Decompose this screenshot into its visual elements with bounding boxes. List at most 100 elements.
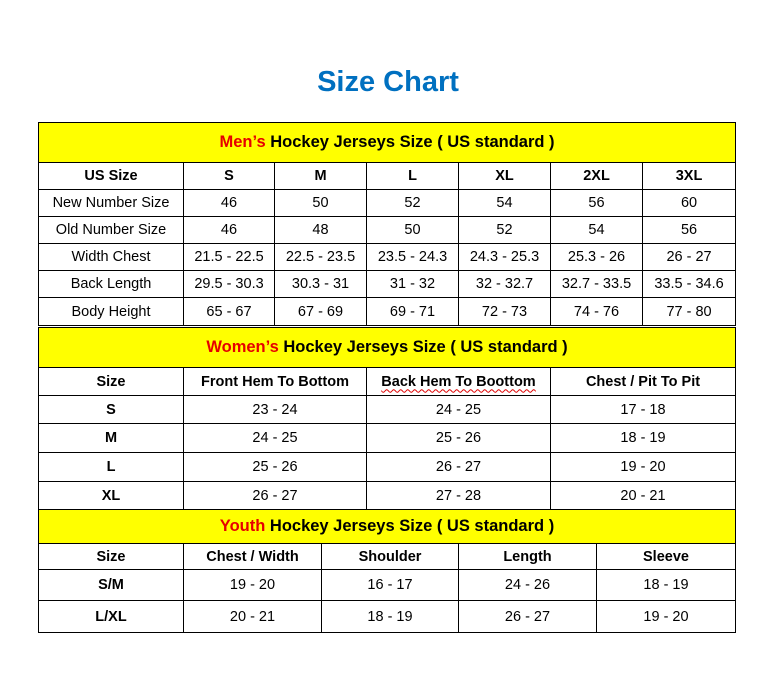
column-header: 3XL: [641, 162, 737, 190]
table-row: L 25 - 26 26 - 27 19 - 20: [38, 452, 737, 482]
table-cell: 16 - 17: [321, 569, 459, 601]
column-header: L: [366, 162, 459, 190]
table-cell: 69 - 71: [366, 297, 459, 326]
column-header: Front Hem To Bottom: [183, 367, 367, 396]
table-row: M 24 - 25 25 - 26 18 - 19: [38, 423, 737, 453]
column-header-label: Length: [503, 548, 552, 565]
row-label: S: [38, 395, 184, 424]
column-header: Chest / Pit To Pit: [549, 367, 737, 396]
column-header-label: Size: [96, 548, 126, 565]
column-header-label: L: [408, 168, 417, 184]
table-cell: 46: [183, 216, 275, 244]
mens-section-header: Men’s Hockey Jerseys Size ( US standard …: [37, 122, 737, 163]
table-row: Body Height 65 - 67 67 - 69 69 - 71 72 - 73 7…: [38, 297, 737, 326]
table-cell: 56: [641, 216, 737, 244]
table-cell: 26 - 27: [458, 600, 597, 633]
row-label: Width Chest: [38, 243, 184, 271]
table-cell: 21.5 - 22.5: [183, 243, 275, 271]
column-header: Back Hem To Boottom: [366, 367, 551, 396]
column-header: Shoulder: [321, 543, 459, 570]
table-row: Old Number Size 46 48 50 52 54 56: [38, 216, 737, 244]
table-cell: 18 - 19: [549, 423, 737, 453]
youth-section-header: Youth Hockey Jerseys Size ( US standard …: [37, 509, 737, 544]
table-row: XL 26 - 27 27 - 28 20 - 21: [38, 481, 737, 510]
column-header-label: S: [224, 168, 234, 184]
column-header-label: Front Hem To Bottom: [201, 373, 349, 390]
column-header-label: Back Hem To Boottom: [381, 373, 536, 390]
table-cell: 60: [641, 189, 737, 217]
table-cell: 18 - 19: [321, 600, 459, 633]
table-cell: 65 - 67: [183, 297, 275, 326]
column-header: M: [274, 162, 367, 190]
table-cell: 19 - 20: [183, 569, 322, 601]
section-highlight: Men’s: [219, 133, 266, 151]
table-cell: 32 - 32.7: [458, 270, 551, 298]
womens-section-header: Women’s Hockey Jerseys Size ( US standar…: [37, 327, 737, 368]
row-label: New Number Size: [38, 189, 184, 217]
table-cell: 72 - 73: [458, 297, 551, 326]
table-cell: 24.3 - 25.3: [458, 243, 551, 271]
table-cell: 32.7 - 33.5: [550, 270, 643, 298]
column-header: XL: [458, 162, 551, 190]
table-cell: 46: [183, 189, 275, 217]
table-row: Width Chest 21.5 - 22.5 22.5 - 23.5 23.5 - …: [38, 243, 737, 271]
row-label: XL: [38, 481, 184, 510]
table-row: S 23 - 24 24 - 25 17 - 18: [38, 395, 737, 424]
column-header-label: Chest / Pit To Pit: [585, 373, 701, 390]
column-header-label: M: [314, 168, 327, 184]
row-label: M: [38, 423, 184, 453]
table-row: Back Length 29.5 - 30.3 30.3 - 31 31 - 32 32…: [38, 270, 737, 298]
table-cell: 25 - 26: [366, 423, 551, 453]
page-title: Size Chart: [317, 66, 459, 98]
table-cell: 23 - 24: [183, 395, 367, 424]
column-header-label: Size: [96, 373, 126, 390]
table-cell: 52: [458, 216, 551, 244]
column-header: Sleeve: [595, 543, 737, 570]
womens-size-table: Women’s Hockey Jerseys Size ( US standar…: [37, 327, 737, 510]
column-header: US Size: [38, 162, 184, 190]
table-cell: 48: [274, 216, 367, 244]
table-cell: 74 - 76: [550, 297, 643, 326]
table-row: New Number Size 46 50 52 54 56 60: [38, 189, 737, 217]
table-cell: 27 - 28: [366, 481, 551, 510]
row-label: Old Number Size: [38, 216, 184, 244]
section-heading: Hockey Jerseys Size ( US standard ): [265, 517, 555, 535]
table-row: L/XL 20 - 21 18 - 19 26 - 27 19 - 20: [38, 600, 737, 633]
table-cell: 50: [366, 216, 459, 244]
row-label: Back Length: [38, 270, 184, 298]
section-heading: Hockey Jerseys Size ( US standard ): [265, 133, 555, 151]
table-cell: 19 - 20: [549, 452, 737, 482]
row-label: Body Height: [38, 297, 184, 326]
column-header: Size: [38, 367, 184, 396]
row-label: S/M: [38, 569, 184, 601]
table-cell: 54: [458, 189, 551, 217]
row-label: L/XL: [38, 600, 184, 633]
table-cell: 19 - 20: [595, 600, 737, 633]
mens-size-table: Men’s Hockey Jerseys Size ( US standard …: [37, 122, 737, 326]
table-cell: 24 - 25: [366, 395, 551, 424]
table-cell: 22.5 - 23.5: [274, 243, 367, 271]
section-highlight: Women’s: [206, 338, 279, 356]
table-cell: 33.5 - 34.6: [641, 270, 737, 298]
table-cell: 26 - 27: [183, 481, 367, 510]
table-cell: 52: [366, 189, 459, 217]
table-cell: 17 - 18: [549, 395, 737, 424]
table-cell: 18 - 19: [595, 569, 737, 601]
table-cell: 25.3 - 26: [550, 243, 643, 271]
column-header-label: 2XL: [583, 168, 610, 184]
youth-size-table: Youth Hockey Jerseys Size ( US standard …: [37, 509, 737, 633]
column-header: Size: [38, 543, 184, 570]
table-cell: 26 - 27: [366, 452, 551, 482]
column-header-label: 3XL: [675, 168, 703, 184]
table-cell: 24 - 25: [183, 423, 367, 453]
table-cell: 25 - 26: [183, 452, 367, 482]
table-cell: 56: [550, 189, 643, 217]
table-cell: 23.5 - 24.3: [366, 243, 459, 271]
table-cell: 24 - 26: [458, 569, 597, 601]
column-header-label: Sleeve: [643, 548, 689, 565]
column-header: S: [183, 162, 275, 190]
table-row: S/M 19 - 20 16 - 17 24 - 26 18 - 19: [38, 569, 737, 601]
column-header-label: Shoulder: [358, 548, 422, 565]
table-cell: 31 - 32: [366, 270, 459, 298]
section-highlight: Youth: [219, 517, 266, 535]
